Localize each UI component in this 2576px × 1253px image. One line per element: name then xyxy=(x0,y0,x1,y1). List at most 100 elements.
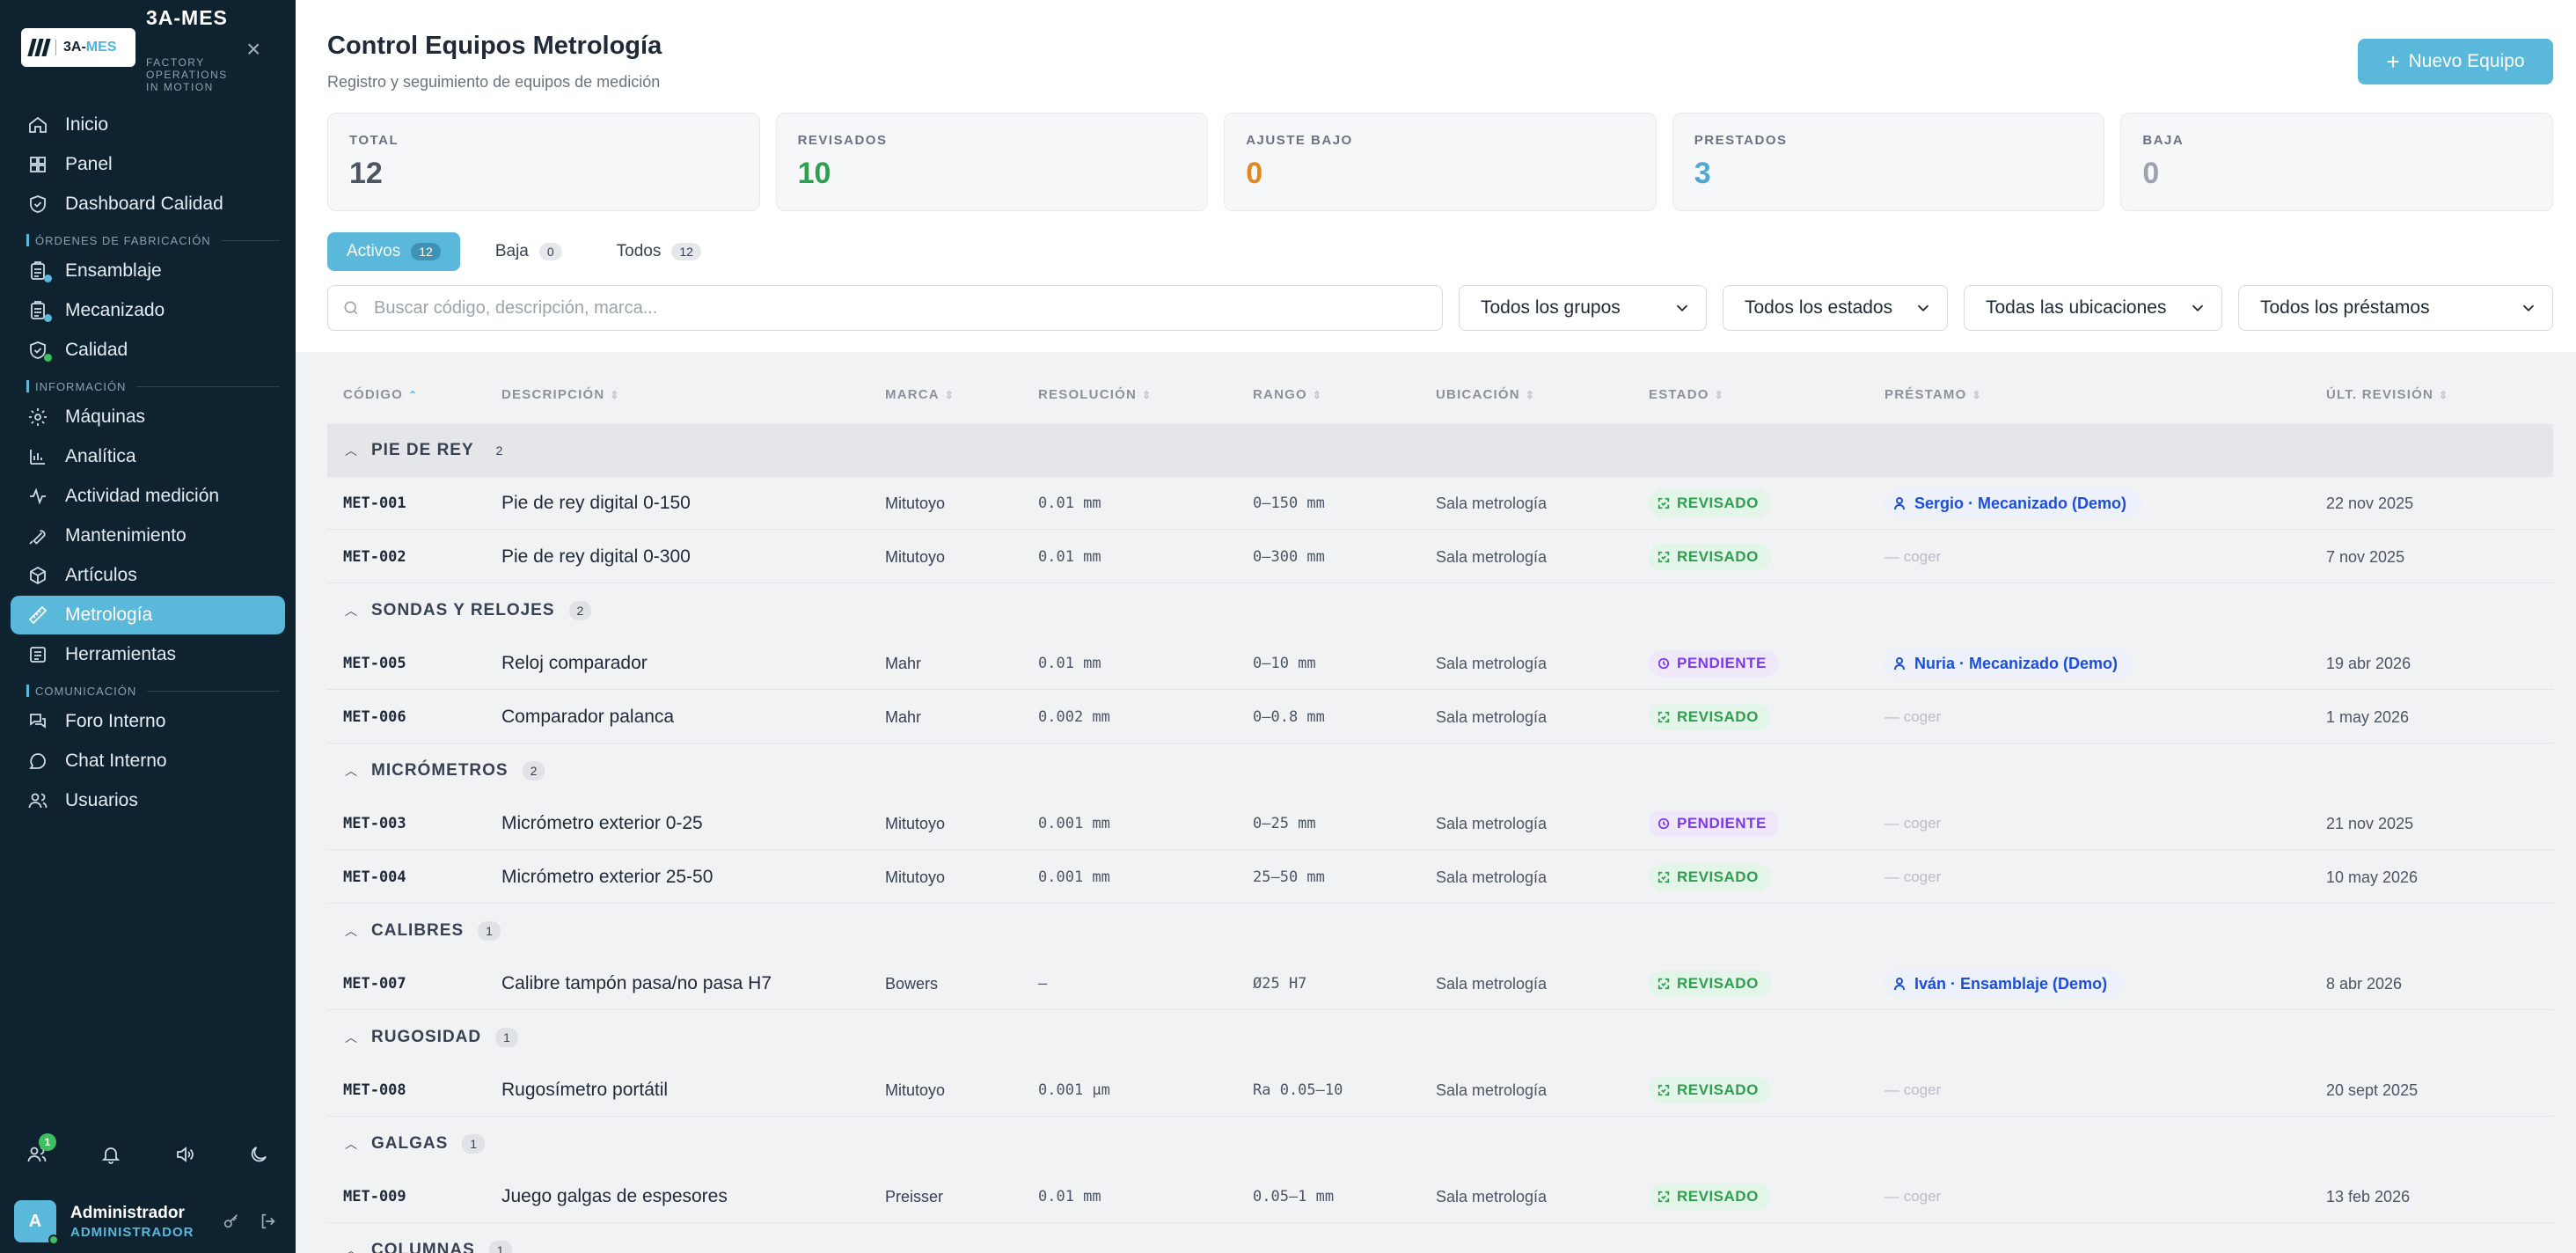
sidebar-item-label: Usuarios xyxy=(65,790,138,810)
tab-baja[interactable]: Baja 0 xyxy=(476,232,582,271)
col-ult-revision[interactable]: ÚLT. REVISIÓN ⇕ xyxy=(2326,387,2449,402)
col-descripcion[interactable]: DESCRIPCIÓN ⇕ xyxy=(501,387,620,402)
col-rango[interactable]: RANGO ⇕ xyxy=(1253,387,1323,402)
sidebar-item-panel[interactable]: Panel xyxy=(11,145,285,184)
table-row[interactable]: MET-003 Micrómetro exterior 0-25 Mitutoyo 0… xyxy=(327,797,2553,850)
wrench-icon xyxy=(26,524,49,547)
tab-activos[interactable]: Activos 12 xyxy=(327,232,460,271)
cell-description: Rugosímetro portátil xyxy=(501,1080,669,1100)
cell-range: 0–10 mm xyxy=(1253,655,1316,672)
loan-badge[interactable]: Nuria · Mecanizado (Demo) xyxy=(1884,649,2134,678)
equipment-table: CÓDIGO ⌃ DESCRIPCIÓN ⇕ MARCA ⇕ RESOLUCIÓN ⇕ … xyxy=(296,352,2576,1253)
logo-text: 3A-MES xyxy=(55,40,116,55)
cell-status: REVISADO xyxy=(1649,851,1771,904)
sidebar-item-maquinas[interactable]: Máquinas xyxy=(11,398,285,436)
sidebar-item-label: Máquinas xyxy=(65,407,146,427)
take-loan-link[interactable]: — coger xyxy=(1884,815,1942,832)
col-ubicacion[interactable]: UBICACIÓN ⇕ xyxy=(1436,387,1536,402)
col-estado[interactable]: ESTADO ⇕ xyxy=(1649,387,1724,402)
table-row[interactable]: MET-009 Juego galgas de espesores Preisser… xyxy=(327,1170,2553,1223)
sidebar-item-articulos[interactable]: Artículos xyxy=(11,556,285,595)
group-row-calibres[interactable]: ︿ CALIBRES 1 xyxy=(327,905,2553,957)
cell-last-review: 21 nov 2025 xyxy=(2326,814,2414,832)
table-row[interactable]: MET-005 Reloj comparador Mahr 0.01 mm 0–10 m… xyxy=(327,637,2553,690)
state-filter-select[interactable]: Todos los estados xyxy=(1723,285,1948,331)
logout-button[interactable] xyxy=(255,1208,282,1235)
sidebar-item-ensamblaje[interactable]: Ensamblaje xyxy=(11,252,285,290)
table-row[interactable]: MET-008 Rugosímetro portátil Mitutoyo 0.001… xyxy=(327,1064,2553,1117)
table-row[interactable]: MET-001 Pie de rey digital 0-150 Mitutoyo 0… xyxy=(327,477,2553,530)
group-row-rugosidad[interactable]: ︿ RUGOSIDAD 1 xyxy=(327,1011,2553,1064)
check-icon xyxy=(1658,871,1670,883)
sidebar-item-dashboard-calidad[interactable]: Dashboard Calidad xyxy=(11,185,285,223)
col-resolucion[interactable]: RESOLUCIÓN ⇕ xyxy=(1038,387,1153,402)
take-loan-link[interactable]: — coger xyxy=(1884,708,1942,725)
take-loan-link[interactable]: — coger xyxy=(1884,868,1942,885)
chevron-down-icon xyxy=(2192,304,2204,312)
theme-toggle-button[interactable] xyxy=(243,1139,274,1170)
cell-location: Sala metrología xyxy=(1436,814,1548,832)
check-icon xyxy=(1658,497,1670,509)
avatar[interactable]: A xyxy=(14,1200,59,1245)
sidebar-item-usuarios[interactable]: Usuarios xyxy=(11,781,285,820)
tab-count: 0 xyxy=(538,243,562,260)
table-row[interactable]: MET-007 Calibre tampón pasa/no pasa H7 Bow… xyxy=(327,957,2553,1010)
location-filter-select[interactable]: Todas las ubicaciones xyxy=(1964,285,2222,331)
cell-resolution: 0.01 mm xyxy=(1038,655,1101,672)
group-row-pie-de-rey[interactable]: ︿ PIE DE REY 2 xyxy=(327,424,2553,477)
sidebar-item-chat-interno[interactable]: Chat Interno xyxy=(11,742,285,780)
sidebar-item-metrologia[interactable]: Metrología xyxy=(11,596,285,634)
location-filter-value: Todas las ubicaciones xyxy=(1986,297,2167,318)
table-row[interactable]: MET-006 Comparador palanca Mahr 0.002 mm 0–0… xyxy=(327,691,2553,744)
sidebar-item-mantenimiento[interactable]: Mantenimiento xyxy=(11,517,285,555)
change-password-button[interactable] xyxy=(218,1208,245,1235)
sidebar-footer-actions: 1 xyxy=(16,1133,280,1174)
clock-icon xyxy=(1658,817,1670,830)
stat-card-total: TOTAL 12 xyxy=(327,113,760,211)
search-input[interactable]: Buscar código, descripción, marca... xyxy=(327,285,1443,331)
loan-badge[interactable]: Sergio · Mecanizado (Demo) xyxy=(1884,489,2143,517)
group-row-galgas[interactable]: ︿ GALGAS 1 xyxy=(327,1117,2553,1170)
stat-card-baja: BAJA 0 xyxy=(2120,113,2553,211)
cell-status: PENDIENTE xyxy=(1649,637,1779,690)
col-marca[interactable]: MARCA ⇕ xyxy=(885,387,955,402)
sidebar-item-mecanizado[interactable]: Mecanizado xyxy=(11,291,285,330)
group-name: COLUMNAS xyxy=(371,1241,475,1253)
col-codigo[interactable]: CÓDIGO ⌃ xyxy=(343,387,419,402)
sound-button[interactable] xyxy=(169,1139,201,1170)
sidebar-item-foro-interno[interactable]: Foro Interno xyxy=(11,702,285,741)
group-row-sondas-y-relojes[interactable]: ︿ SONDAS Y RELOJES 2 xyxy=(327,584,2553,637)
sidebar-item-label: Metrología xyxy=(65,605,153,625)
take-loan-link[interactable]: — coger xyxy=(1884,548,1942,565)
users-icon xyxy=(26,789,49,812)
group-filter-select[interactable]: Todos los grupos xyxy=(1459,285,1707,331)
stat-card-prestados: PRESTADOS 3 xyxy=(1672,113,2105,211)
tab-todos[interactable]: Todos 12 xyxy=(597,232,721,271)
notifications-button[interactable] xyxy=(95,1139,127,1170)
sidebar-section-label: ÓRDENES DE FABRICACIÓN xyxy=(11,229,285,252)
table-row[interactable]: MET-002 Pie de rey digital 0-300 Mitutoyo 0… xyxy=(327,531,2553,583)
take-loan-link[interactable]: — coger xyxy=(1884,1188,1942,1205)
sidebar-item-actividad-medicion[interactable]: Actividad medición xyxy=(11,477,285,516)
check-icon xyxy=(1658,711,1670,723)
loan-badge[interactable]: Iván · Ensamblaje (Demo) xyxy=(1884,970,2124,998)
chevron-down-icon xyxy=(1917,304,1929,312)
sidebar-item-herramientas[interactable]: Herramientas xyxy=(11,635,285,674)
group-count: 2 xyxy=(568,601,592,620)
take-loan-link[interactable]: — coger xyxy=(1884,1081,1942,1098)
cell-description: Pie de rey digital 0-150 xyxy=(501,493,691,513)
group-row-micrometros[interactable]: ︿ MICRÓMETROS 2 xyxy=(327,744,2553,797)
online-users-button[interactable]: 1 xyxy=(21,1133,56,1170)
sidebar-item-analitica[interactable]: Analítica xyxy=(11,437,285,476)
col-prestamo[interactable]: PRÉSTAMO ⇕ xyxy=(1884,387,1982,402)
sidebar-item-calidad[interactable]: Calidad xyxy=(11,331,285,370)
cell-description: Micrómetro exterior 25-50 xyxy=(501,867,714,887)
close-sidebar-icon[interactable]: × xyxy=(246,35,261,62)
loan-filter-select[interactable]: Todos los préstamos xyxy=(2238,285,2553,331)
new-equipment-button[interactable]: + Nuevo Equipo xyxy=(2358,39,2553,84)
logo[interactable]: 3A-MES xyxy=(21,28,135,67)
sidebar-item-label: Artículos xyxy=(65,565,137,585)
sidebar-item-inicio[interactable]: Inicio xyxy=(11,106,285,144)
group-row-columnas[interactable]: ︿ COLUMNAS 1 xyxy=(327,1224,2553,1253)
table-row[interactable]: MET-004 Micrómetro exterior 25-50 Mitutoyo… xyxy=(327,851,2553,904)
